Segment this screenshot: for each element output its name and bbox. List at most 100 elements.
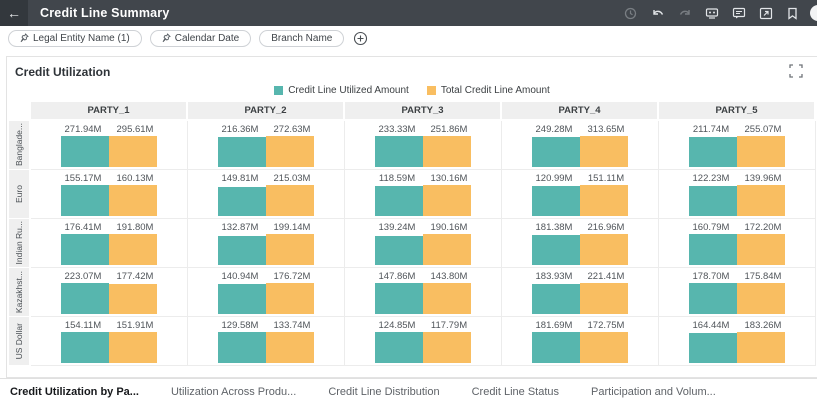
total-amount-bar[interactable] xyxy=(266,234,314,265)
chart-cell[interactable]: 271.94M 295.61M xyxy=(31,121,188,170)
chart-cell[interactable]: 181.38M 216.96M xyxy=(502,219,659,268)
utilized-amount-bar[interactable] xyxy=(218,187,266,216)
redo-icon[interactable] xyxy=(671,0,698,26)
chart-cell[interactable]: 124.85M 117.79M xyxy=(345,317,502,366)
chart-cell[interactable]: 211.74M 255.07M xyxy=(659,121,816,170)
utilized-amount-bar[interactable] xyxy=(61,234,109,265)
utilized-amount-bar[interactable] xyxy=(532,284,580,314)
chart-cell[interactable]: 176.41M 191.80M xyxy=(31,219,188,268)
chart-cell[interactable]: 132.87M 199.14M xyxy=(188,219,345,268)
utilized-amount-bar[interactable] xyxy=(375,186,423,216)
back-button[interactable]: ← xyxy=(0,0,28,26)
undo-icon[interactable] xyxy=(644,0,671,26)
utilized-amount-bar[interactable] xyxy=(218,284,266,314)
total-amount-bar[interactable] xyxy=(266,185,314,216)
total-amount-bar[interactable] xyxy=(423,185,471,216)
total-amount-bar[interactable] xyxy=(580,136,628,167)
utilized-amount-bar[interactable] xyxy=(532,235,580,265)
chart-cell[interactable]: 149.81M 215.03M xyxy=(188,170,345,219)
chart-cell[interactable]: 139.24M 190.16M xyxy=(345,219,502,268)
total-amount-bar[interactable] xyxy=(737,136,785,167)
comment-icon[interactable] xyxy=(725,0,752,26)
bookmark-icon[interactable] xyxy=(779,0,806,26)
bar-pair xyxy=(689,332,785,363)
total-amount-bar[interactable] xyxy=(580,332,628,363)
chart-cell[interactable]: 122.23M 139.96M xyxy=(659,170,816,219)
tab-1[interactable]: Credit Utilization by Pa... xyxy=(10,385,139,398)
utilized-amount-bar[interactable] xyxy=(61,136,109,167)
filter-chip-legal-entity[interactable]: Legal Entity Name (1) xyxy=(8,29,142,47)
total-amount-bar[interactable] xyxy=(109,284,157,314)
utilized-amount-bar[interactable] xyxy=(689,283,737,314)
chart-cell[interactable]: 160.79M 172.20M xyxy=(659,219,816,268)
chart-cell[interactable]: 183.93M 221.41M xyxy=(502,268,659,317)
chart-cell[interactable]: 147.86M 143.80M xyxy=(345,268,502,317)
chart-cell[interactable]: 181.69M 172.75M xyxy=(502,317,659,366)
utilized-amount-bar[interactable] xyxy=(61,185,109,216)
utilized-amount-bar[interactable] xyxy=(375,283,423,314)
total-amount-bar[interactable] xyxy=(266,283,314,314)
utilized-amount-bar[interactable] xyxy=(218,137,266,167)
expand-icon[interactable] xyxy=(789,64,803,78)
total-amount-bar[interactable] xyxy=(580,185,628,216)
chart-cell[interactable]: 164.44M 183.26M xyxy=(659,317,816,366)
chart-cell[interactable]: 155.17M 160.13M xyxy=(31,170,188,219)
total-amount-bar[interactable] xyxy=(423,136,471,167)
legend-item[interactable]: Total Credit Line Amount xyxy=(426,85,550,96)
chart-cell[interactable]: 216.36M 272.63M xyxy=(188,121,345,170)
total-amount-bar[interactable] xyxy=(423,283,471,314)
total-amount-bar[interactable] xyxy=(737,332,785,363)
utilized-amount-bar[interactable] xyxy=(218,236,266,265)
chart-cell[interactable]: 154.11M 151.91M xyxy=(31,317,188,366)
tab-2[interactable]: Utilization Across Produ... xyxy=(170,385,297,398)
add-filter-button[interactable] xyxy=(352,30,368,46)
chart-cell[interactable]: 118.59M 130.16M xyxy=(345,170,502,219)
total-amount-bar[interactable] xyxy=(109,185,157,216)
total-amount-bar[interactable] xyxy=(737,185,785,216)
bar-value-labels: 124.85M 117.79M xyxy=(371,320,475,331)
total-amount-bar[interactable] xyxy=(266,332,314,363)
utilized-amount-bar[interactable] xyxy=(689,186,737,216)
user-avatar[interactable] xyxy=(810,5,817,21)
chart-cell[interactable]: 178.70M 175.84M xyxy=(659,268,816,317)
bar-value-label: 172.20M xyxy=(744,222,782,233)
utilized-amount-bar[interactable] xyxy=(375,236,423,265)
report-settings-icon[interactable] xyxy=(698,0,725,26)
tab-4[interactable]: Credit Line Status xyxy=(471,385,560,398)
total-amount-bar[interactable] xyxy=(423,332,471,363)
history-icon[interactable] xyxy=(617,0,644,26)
utilized-amount-bar[interactable] xyxy=(532,332,580,363)
utilized-amount-bar[interactable] xyxy=(375,136,423,167)
utilized-amount-bar[interactable] xyxy=(61,332,109,363)
total-amount-bar[interactable] xyxy=(266,136,314,167)
utilized-amount-bar[interactable] xyxy=(61,283,109,314)
total-amount-bar[interactable] xyxy=(580,234,628,265)
chart-cell[interactable]: 249.28M 313.65M xyxy=(502,121,659,170)
utilized-amount-bar[interactable] xyxy=(375,332,423,363)
chart-cell[interactable]: 120.99M 151.11M xyxy=(502,170,659,219)
total-amount-bar[interactable] xyxy=(423,234,471,265)
utilized-amount-bar[interactable] xyxy=(532,186,580,216)
tab-3[interactable]: Credit Line Distribution xyxy=(328,385,440,398)
filter-chip-branch-name[interactable]: Branch Name xyxy=(259,29,345,47)
bar-value-label: 295.61M xyxy=(116,124,154,135)
total-amount-bar[interactable] xyxy=(737,234,785,265)
chart-cell[interactable]: 140.94M 176.72M xyxy=(188,268,345,317)
utilized-amount-bar[interactable] xyxy=(532,137,580,167)
total-amount-bar[interactable] xyxy=(109,332,157,363)
chart-cell[interactable]: 233.33M 251.86M xyxy=(345,121,502,170)
chart-cell[interactable]: 129.58M 133.74M xyxy=(188,317,345,366)
total-amount-bar[interactable] xyxy=(737,283,785,314)
utilized-amount-bar[interactable] xyxy=(689,234,737,265)
legend-item[interactable]: Credit Line Utilized Amount xyxy=(274,85,409,96)
filter-chip-calendar-date[interactable]: Calendar Date xyxy=(149,29,252,47)
utilized-amount-bar[interactable] xyxy=(689,333,737,363)
utilized-amount-bar[interactable] xyxy=(689,137,737,167)
total-amount-bar[interactable] xyxy=(580,283,628,314)
tab-5[interactable]: Participation and Volum... xyxy=(591,385,716,398)
chart-cell[interactable]: 223.07M 177.42M xyxy=(31,268,188,317)
total-amount-bar[interactable] xyxy=(109,234,157,265)
total-amount-bar[interactable] xyxy=(109,136,157,167)
open-in-window-icon[interactable] xyxy=(752,0,779,26)
utilized-amount-bar[interactable] xyxy=(218,332,266,363)
